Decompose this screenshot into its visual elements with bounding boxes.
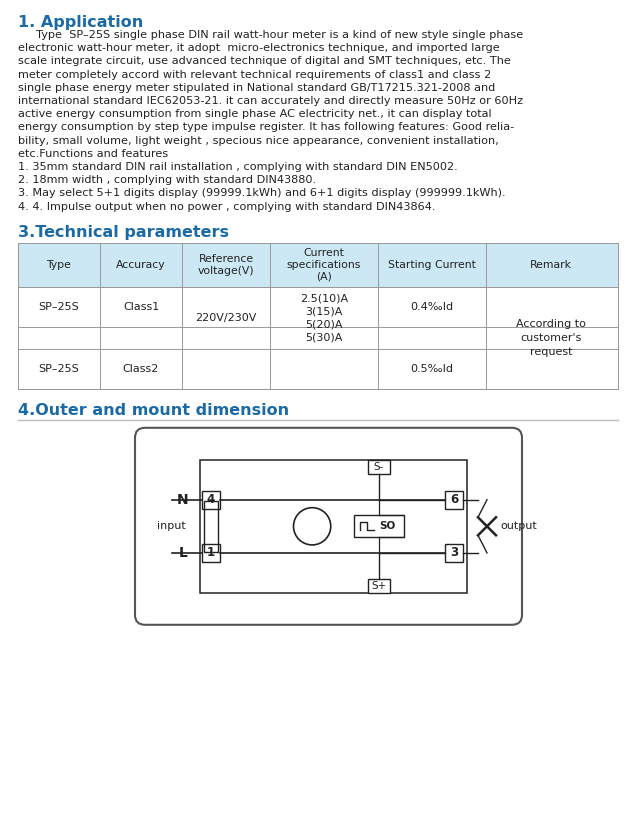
Bar [204, 501, 218, 552]
Text: 2.5(10)A
3(15)A
5(20)A
5(30)A: 2.5(10)A 3(15)A 5(20)A 5(30)A [300, 293, 348, 343]
Text: S-: S- [373, 462, 384, 472]
Text: 0.5‰Id: 0.5‰Id [410, 364, 453, 374]
Text: 220V/230V: 220V/230V [195, 312, 257, 323]
Text: Class2: Class2 [123, 364, 159, 374]
Text: electronic watt-hour meter, it adopt  micro-electronics technique, and imported : electronic watt-hour meter, it adopt mic… [18, 43, 500, 53]
Text: bility, small volume, light weight , specious nice appearance, convenient instal: bility, small volume, light weight , spe… [18, 136, 499, 146]
FancyBboxPatch shape [135, 428, 522, 625]
Bar [202, 544, 220, 562]
Text: SP–25S: SP–25S [39, 364, 79, 374]
Text: 6: 6 [450, 493, 458, 506]
Text: 1: 1 [207, 546, 215, 560]
Text: 1. Application: 1. Application [18, 15, 143, 30]
Text: 2. 18mm width , complying with standard DIN43880.: 2. 18mm width , complying with standard … [18, 175, 316, 185]
Text: SO: SO [378, 521, 395, 532]
Bar [200, 460, 467, 593]
Bar [368, 460, 390, 474]
Bar [445, 544, 463, 562]
Text: 4: 4 [207, 493, 215, 506]
Text: 4.Outer and mount dimension: 4.Outer and mount dimension [18, 402, 289, 418]
Text: 1. 35mm standard DIN rail installation , complying with standard DIN EN5002.: 1. 35mm standard DIN rail installation ,… [18, 162, 458, 172]
Text: According to
customer's
request: According to customer's request [516, 319, 586, 357]
Text: scale integrate circuit, use advanced technique of digital and SMT techniques, e: scale integrate circuit, use advanced te… [18, 56, 511, 66]
Text: Remark: Remark [530, 260, 572, 270]
Text: Starting Current: Starting Current [388, 260, 476, 270]
Text: Type  SP–25S single phase DIN rail watt-hour meter is a kind of new style single: Type SP–25S single phase DIN rail watt-h… [18, 30, 523, 40]
Text: 3.Technical parameters: 3.Technical parameters [18, 225, 229, 240]
Text: active energy consumption from single phase AC electricity net., it can display : active energy consumption from single ph… [18, 109, 491, 119]
Text: SP–25S: SP–25S [39, 302, 79, 312]
Bar [445, 491, 463, 509]
Text: Class1: Class1 [123, 302, 159, 312]
Text: input: input [157, 521, 186, 532]
Text: 4. 4. Impulse output when no power , complying with standard DIN43864.: 4. 4. Impulse output when no power , com… [18, 201, 436, 212]
Text: single phase energy meter stipulated in National standard GB/T17215.321-2008 and: single phase energy meter stipulated in … [18, 83, 495, 92]
Text: Type: Type [46, 260, 72, 270]
Text: 0.4‰Id: 0.4‰Id [410, 302, 453, 312]
Bar [354, 515, 404, 537]
Text: etc.Functions and features: etc.Functions and features [18, 149, 168, 159]
Text: 3: 3 [450, 546, 458, 560]
Text: Accuracy: Accuracy [116, 260, 166, 270]
Text: L: L [179, 546, 188, 560]
FancyBboxPatch shape [18, 243, 618, 287]
Text: 3. May select 5+1 digits display (99999.1kWh) and 6+1 digits display (999999.1kW: 3. May select 5+1 digits display (99999.… [18, 188, 506, 199]
Text: meter completely accord with relevant technical requirements of class1 and class: meter completely accord with relevant te… [18, 70, 491, 79]
Text: international standard IEC62053-21. it can accurately and directly measure 50Hz : international standard IEC62053-21. it c… [18, 96, 523, 106]
Bar [368, 579, 390, 593]
Text: N: N [176, 492, 188, 506]
Text: Current
specifications
(A): Current specifications (A) [287, 248, 361, 281]
Text: output: output [500, 521, 537, 532]
Bar [202, 491, 220, 509]
Text: S+: S+ [372, 581, 387, 591]
Text: energy consumption by step type impulse register. It has following features: Goo: energy consumption by step type impulse … [18, 123, 514, 133]
Text: Reference
voltage(V): Reference voltage(V) [198, 254, 254, 276]
Bar [18, 243, 618, 389]
